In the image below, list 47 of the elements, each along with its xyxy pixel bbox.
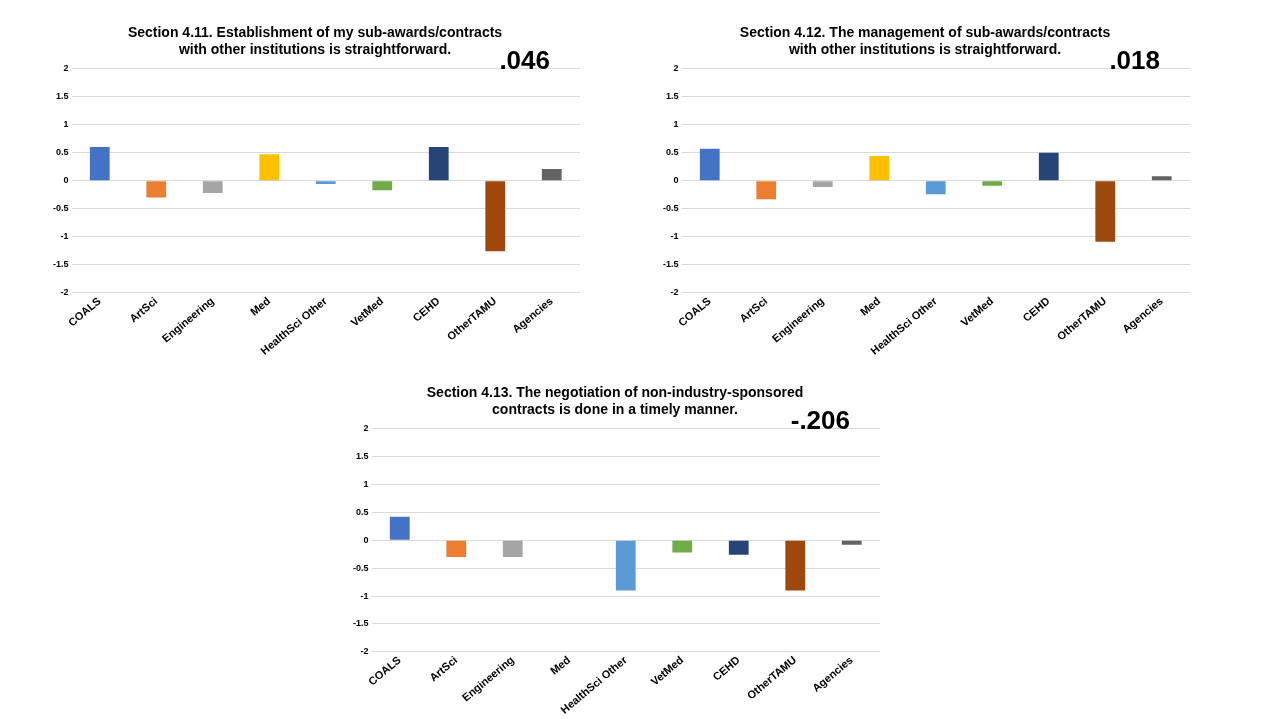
bar — [1151, 176, 1172, 181]
y-tick-label: 0 — [63, 175, 69, 186]
y-tick-label: 0.5 — [55, 147, 69, 158]
bar — [372, 181, 393, 191]
bar — [1038, 152, 1059, 181]
y-tick-label: 1.5 — [55, 91, 69, 102]
y-tick-label: 0 — [363, 534, 369, 545]
y-tick-label: 2 — [63, 63, 69, 74]
y-tick-label: 0.5 — [665, 147, 679, 158]
bar — [812, 181, 833, 187]
y-tick-label: -2 — [360, 646, 369, 657]
y-tick-label: -1 — [60, 231, 69, 242]
y-tick-label: -0.5 — [662, 203, 679, 214]
y-tick-label: 1.5 — [665, 91, 679, 102]
bar — [315, 181, 336, 185]
y-tick-label: 1.5 — [355, 450, 369, 461]
y-tick-label: 1 — [63, 119, 69, 130]
bar — [699, 148, 720, 181]
y-tick-label: -1 — [670, 231, 679, 242]
bar — [146, 181, 167, 198]
bar — [541, 168, 562, 181]
bar — [982, 181, 1003, 186]
bar — [1095, 181, 1116, 242]
y-tick-label: 0.5 — [355, 506, 369, 517]
bar — [925, 181, 946, 195]
y-tick-label: 2 — [673, 63, 679, 74]
bar — [89, 147, 110, 181]
y-tick-label: -1.5 — [352, 618, 369, 629]
y-tick-label: 1 — [363, 478, 369, 489]
bar — [259, 154, 280, 181]
y-tick-label: -2 — [60, 287, 69, 298]
y-tick-label: -0.5 — [52, 203, 69, 214]
y-tick-label: 2 — [363, 423, 369, 434]
bar — [428, 147, 449, 181]
annotation: .018 — [1109, 44, 1160, 75]
y-tick-label: -1.5 — [52, 259, 69, 270]
y-tick-label: -2 — [670, 287, 679, 298]
bar — [869, 156, 890, 181]
y-tick-label: 0 — [673, 175, 679, 186]
y-tick-label: 1 — [673, 119, 679, 130]
bar — [485, 181, 506, 252]
y-tick-label: -1 — [360, 590, 369, 601]
y-tick-label: -1.5 — [662, 259, 679, 270]
chart-title: Section 4.12. The management of sub-awards/contracts with other institutions is straightforward. — [739, 24, 1111, 58]
bar — [756, 181, 777, 200]
bar — [202, 181, 223, 194]
y-tick-label: -0.5 — [352, 562, 369, 573]
